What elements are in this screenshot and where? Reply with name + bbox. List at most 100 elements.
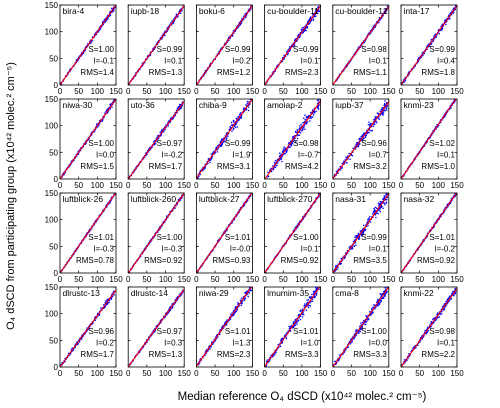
data-point [336,268,338,271]
x-tick-label: 50 [211,275,220,284]
x-tick-label: 0 [399,87,404,96]
y-tick-label: 150 [45,189,59,198]
data-point [337,267,339,269]
fit-line [60,99,116,179]
data-point [386,107,388,110]
rms-label: RMS=2.3 [285,68,319,77]
x-tick-label: 150 [246,275,260,284]
data-point [360,234,363,237]
data-point [154,142,157,145]
data-point [385,198,388,201]
x-tick-label: 100 [363,275,377,284]
x-tick-label: 100 [432,181,446,190]
rms-label: RMS=1.5 [80,162,114,171]
y-tick-label: 150 [45,95,59,104]
data-point [299,132,302,134]
data-point [363,132,365,135]
slope-label: S=0.98 [293,139,319,148]
data-point [305,115,308,118]
data-point [302,26,304,29]
data-point [385,109,388,111]
x-tick-label: 0 [194,181,199,190]
data-point [448,17,451,20]
data-point [276,164,278,167]
data-point [302,128,304,131]
data-point [161,129,163,131]
intercept-label: I=0.1 [437,151,456,160]
x-tick-label: 100 [227,181,241,190]
intercept-label: I=-0.3 [162,245,183,254]
data-point [354,236,356,238]
data-point [210,153,212,155]
x-tick-label: 150 [178,275,192,284]
data-point [371,129,374,132]
x-tick-label: 50 [347,181,356,190]
data-point [385,106,388,108]
data-point [372,125,375,127]
data-point [385,101,388,104]
data-point [247,106,250,108]
data-point [383,197,386,199]
data-point [309,120,311,122]
data-point [345,156,347,158]
data-point [235,123,237,126]
x-tick-label: 50 [347,87,356,96]
panel: 0 50 100 150050100150niwa-30S=1.00I=0.0RMS=… [45,95,124,190]
slope-label: S=1.00 [293,233,319,242]
data-point [292,135,295,138]
data-point [294,131,297,133]
data-point [305,29,307,32]
data-point [317,10,320,13]
y-tick-label: 150 [45,1,59,10]
rms-label: RMS=1.0 [421,162,455,171]
x-tick-label: 0 [194,87,199,96]
data-point [304,28,306,31]
x-tick-label: 0 [126,87,131,96]
x-tick-label: 0 [331,181,336,190]
panels-layer: 0 50 100 150050100150bira-4S=1.00I=-0.1RMS=… [45,1,465,378]
slope-label: S=1.00 [157,233,183,242]
data-point [304,128,306,130]
x-tick-label: 50 [279,181,288,190]
data-point [435,36,437,39]
data-point [157,134,159,137]
data-point [283,146,285,148]
data-point [301,130,303,132]
data-point [384,109,386,112]
data-point [279,154,281,157]
data-point [370,130,372,132]
x-tick-label: 100 [159,181,173,190]
data-point [378,118,380,120]
data-point [102,20,104,22]
data-point [432,40,435,42]
data-point [232,119,235,122]
data-point [346,162,348,164]
data-point [273,161,276,164]
data-point [383,202,386,204]
data-point [302,117,305,119]
x-tick-label: 100 [227,275,241,284]
data-point [296,129,299,131]
x-tick-label: 50 [74,87,83,96]
fit-line [196,5,253,85]
x-tick-label: 150 [450,181,464,190]
data-point [355,234,357,237]
data-point [169,22,172,24]
data-point [367,224,369,227]
fit-line [401,99,457,179]
x-tick-label: 50 [142,181,151,190]
data-point [221,143,224,145]
data-point [233,127,235,130]
data-point [310,117,312,119]
fit-line [196,99,253,179]
x-tick-label: 0 [262,275,267,284]
data-point [310,16,312,18]
data-point [367,123,370,126]
data-point [315,110,317,113]
x-tick-label: 150 [314,87,328,96]
